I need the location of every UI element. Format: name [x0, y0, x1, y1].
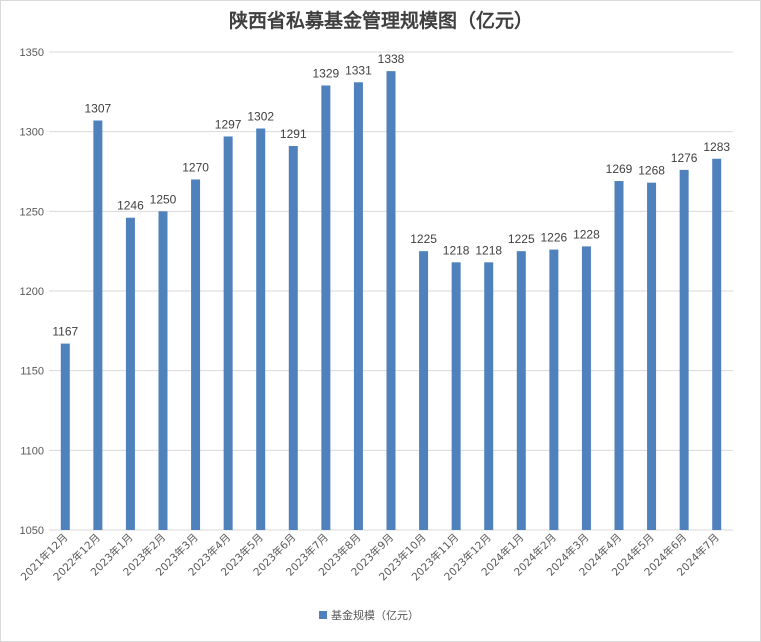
y-tick-label: 1050 [20, 525, 44, 537]
y-axis: 1050 1100 1150 1200 1250 1300 1350 [20, 47, 44, 537]
data-label: 1218 [443, 243, 470, 257]
data-label: 1269 [606, 162, 633, 176]
legend-swatch [319, 611, 327, 619]
data-label: 1329 [313, 66, 340, 80]
bar [223, 136, 233, 531]
x-axis: 2021年12月2022年12月2023年1月2023年2月2023年3月202… [18, 531, 722, 583]
bar [386, 71, 396, 531]
data-label: 1218 [475, 243, 502, 257]
bar [647, 182, 657, 531]
bar [549, 249, 559, 530]
data-label: 1226 [541, 231, 568, 245]
bar [581, 246, 591, 531]
data-label: 1225 [410, 232, 437, 246]
data-label: 1331 [345, 63, 372, 77]
data-label: 1291 [280, 127, 307, 141]
data-label: 1167 [52, 325, 78, 339]
y-tick-label: 1250 [20, 206, 44, 218]
bar [93, 120, 103, 530]
bar [353, 82, 363, 531]
bar [158, 211, 168, 531]
y-tick-label: 1350 [20, 47, 44, 59]
data-label: 1283 [703, 140, 730, 154]
bar [712, 158, 722, 530]
y-tick-label: 1150 [20, 366, 44, 378]
data-label: 1297 [215, 117, 242, 131]
bar [419, 251, 429, 530]
data-label: 1276 [671, 151, 698, 165]
data-label: 1270 [182, 160, 209, 174]
legend: 基金规模（亿元） [319, 608, 419, 622]
data-labels: 1167 1307 1246 1250 1270 1297 1302 1291 1329 1331… [52, 52, 730, 338]
data-label: 1228 [573, 227, 600, 241]
bar [256, 128, 266, 530]
bars [60, 71, 722, 531]
bar [516, 251, 526, 530]
data-label: 1250 [150, 192, 177, 206]
data-label: 1246 [117, 199, 144, 213]
bar [125, 217, 135, 530]
bar [288, 146, 298, 531]
y-tick-label: 1200 [20, 286, 44, 298]
data-label: 1307 [85, 102, 112, 116]
data-label: 1268 [638, 164, 665, 178]
data-label: 1225 [508, 232, 535, 246]
data-label: 1338 [378, 52, 405, 66]
bar [191, 179, 201, 530]
chart-title: 陕西省私募基金管理规模图（亿元） [229, 9, 533, 32]
bar [614, 181, 624, 530]
legend-label: 基金规模（亿元） [331, 608, 419, 622]
y-tick-label: 1100 [20, 445, 44, 457]
bar [451, 262, 461, 530]
bar [484, 262, 494, 530]
data-label: 1302 [247, 109, 274, 123]
y-tick-label: 1300 [20, 127, 44, 139]
bar [321, 85, 331, 531]
bar [679, 169, 689, 530]
bar [60, 343, 70, 530]
